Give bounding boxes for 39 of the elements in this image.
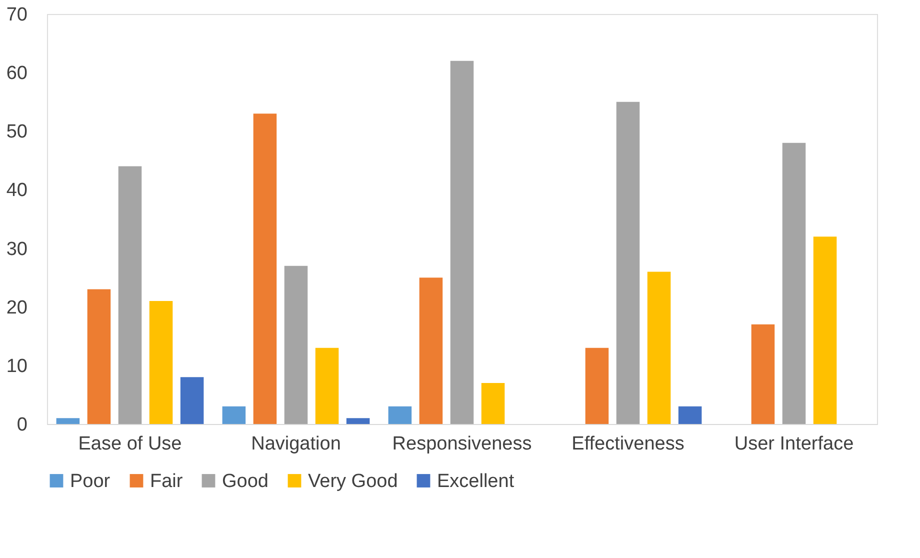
bar (813, 236, 837, 424)
bar (585, 348, 609, 424)
bar (315, 348, 339, 424)
legend-label: Good (222, 470, 268, 492)
bar (118, 166, 142, 424)
bar (346, 418, 370, 424)
bar (388, 406, 412, 424)
legend-label: Poor (70, 470, 111, 492)
bar (56, 418, 80, 424)
x-tick-label: Ease of Use (78, 434, 182, 454)
bar (616, 102, 640, 424)
bar (782, 142, 806, 424)
bar (87, 289, 111, 424)
bar (149, 301, 173, 424)
y-tick-label: 20 (6, 297, 28, 318)
bar (284, 266, 308, 424)
y-tick-label: 10 (6, 356, 28, 377)
bar (751, 324, 775, 424)
legend-label: Very Good (308, 470, 398, 492)
y-tick-label: 0 (16, 414, 28, 436)
y-tick-label: 40 (6, 180, 28, 202)
x-tick-label: User Interface (734, 434, 854, 454)
y-tick-label: 60 (6, 63, 28, 84)
bar (450, 60, 474, 424)
legend-label: Excellent (437, 470, 515, 492)
y-tick-label: 30 (6, 238, 28, 260)
bar (419, 278, 443, 424)
x-tick-label: Navigation (251, 434, 341, 454)
bar (222, 406, 246, 424)
y-tick-label: 50 (6, 122, 28, 143)
bar (481, 383, 505, 424)
bar (180, 377, 204, 424)
x-tick-label: Responsiveness (392, 434, 532, 454)
bar (647, 272, 671, 424)
y-tick-label: 70 (6, 4, 28, 26)
bar (678, 406, 702, 424)
legend-label: Fair (150, 470, 184, 492)
bar (253, 114, 277, 424)
x-tick-label: Effectiveness (572, 434, 684, 454)
